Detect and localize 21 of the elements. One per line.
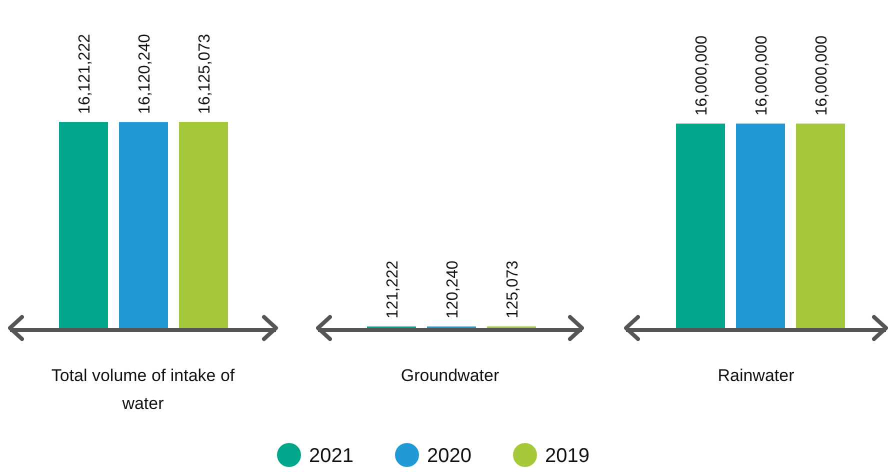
data-label: 16,000,000 xyxy=(694,35,710,116)
data-label: 16,125,073 xyxy=(196,34,214,114)
data-label: 16,000,000 xyxy=(814,35,830,116)
bar xyxy=(119,122,168,328)
bar xyxy=(796,124,845,328)
x-tick-label: Total volume of intake of water xyxy=(51,366,235,413)
legend-label: 2020 xyxy=(427,445,472,467)
data-label: 16,121,222 xyxy=(76,34,94,114)
bar xyxy=(736,124,785,328)
x-tick-label: Rainwater xyxy=(718,366,795,385)
x-tick-label: Groundwater xyxy=(400,366,500,385)
bar xyxy=(59,122,108,328)
data-label: 120,240 xyxy=(444,260,462,318)
data-label: 16,000,000 xyxy=(754,35,770,116)
data-label: 125,073 xyxy=(504,260,522,318)
bar xyxy=(179,122,228,328)
bar xyxy=(676,124,725,328)
data-label: 16,120,240 xyxy=(136,34,154,114)
legend-label: 2019 xyxy=(545,445,590,467)
data-label: 121,222 xyxy=(384,260,402,318)
legend-label: 2021 xyxy=(309,445,354,467)
